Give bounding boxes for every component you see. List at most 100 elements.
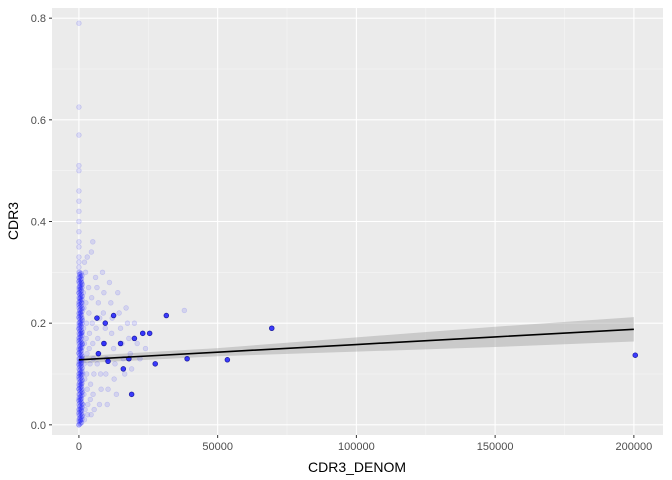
data-point — [76, 271, 83, 278]
data-point — [84, 254, 90, 260]
data-point — [78, 348, 85, 354]
data-point — [77, 352, 83, 358]
data-point — [86, 310, 92, 316]
data-point — [76, 279, 82, 286]
data-point — [77, 286, 84, 292]
data-point — [77, 295, 84, 301]
data-point — [81, 340, 88, 347]
data-point — [78, 396, 85, 402]
data-point — [76, 162, 82, 169]
data-point — [76, 325, 82, 331]
data-point — [91, 406, 97, 413]
data-point — [79, 317, 85, 323]
data-point — [80, 289, 87, 296]
data-point — [85, 284, 92, 291]
data-point — [81, 259, 88, 265]
highlight-point — [163, 312, 170, 319]
data-point — [77, 345, 84, 352]
data-point — [78, 318, 84, 325]
data-point — [76, 244, 82, 250]
data-point — [81, 361, 87, 367]
data-point — [76, 371, 82, 377]
data-point — [78, 378, 84, 384]
data-point — [123, 305, 129, 311]
data-point — [91, 371, 97, 377]
data-point — [77, 409, 83, 415]
data-point — [131, 320, 138, 326]
data-point — [78, 330, 85, 337]
x-tick-label: 200000 — [616, 441, 653, 453]
data-point — [111, 376, 117, 382]
data-point — [90, 340, 96, 347]
data-point — [76, 323, 82, 329]
data-point — [76, 379, 83, 386]
data-point — [77, 292, 83, 298]
data-point — [100, 310, 107, 316]
data-point — [78, 371, 84, 377]
data-point — [76, 386, 82, 392]
data-point — [79, 353, 85, 359]
data-point — [76, 259, 82, 265]
data-point — [76, 410, 82, 416]
highlight-point — [120, 366, 127, 372]
data-point — [76, 401, 82, 408]
data-point — [78, 270, 84, 277]
data-point — [76, 370, 82, 377]
highlight-point — [117, 340, 124, 347]
data-point — [77, 373, 83, 379]
data-point — [79, 305, 85, 311]
data-point — [78, 351, 84, 357]
data-point — [76, 310, 82, 316]
data-point — [76, 167, 82, 174]
data-point — [79, 411, 86, 418]
data-point — [76, 422, 82, 428]
data-point — [77, 397, 83, 403]
data-point — [79, 377, 85, 383]
data-point — [77, 284, 83, 291]
data-point — [95, 300, 102, 306]
data-point — [76, 396, 82, 403]
data-point — [78, 408, 85, 414]
y-axis-ticks: 0.0 0.2 0.4 0.6 0.8 — [31, 13, 52, 432]
data-point — [78, 366, 84, 372]
data-point — [80, 325, 87, 331]
data-point — [76, 417, 82, 423]
data-point — [90, 239, 96, 245]
data-point — [78, 361, 84, 367]
data-point — [76, 283, 83, 290]
data-point — [89, 320, 95, 326]
highlight-point — [110, 312, 117, 319]
data-point — [77, 337, 83, 343]
data-point — [78, 288, 85, 294]
data-point — [78, 282, 84, 289]
data-point — [76, 361, 82, 367]
data-point — [76, 104, 82, 110]
data-point — [105, 386, 111, 392]
data-point — [78, 384, 85, 390]
highlight-point — [94, 315, 100, 321]
data-point — [86, 345, 92, 352]
data-point — [117, 325, 124, 331]
data-point — [76, 269, 82, 276]
data-point — [77, 376, 83, 382]
data-point — [76, 343, 83, 350]
data-point — [77, 269, 83, 276]
data-point — [85, 401, 91, 408]
highlight-point — [95, 350, 102, 357]
data-point — [76, 398, 82, 404]
data-point — [76, 198, 82, 204]
data-point — [76, 362, 82, 368]
data-point — [77, 301, 83, 307]
highlight-point — [184, 356, 190, 362]
data-point — [92, 274, 99, 281]
data-point — [127, 350, 133, 357]
data-point — [76, 330, 82, 337]
data-point — [94, 284, 100, 291]
data-point — [76, 208, 82, 215]
data-point — [76, 300, 82, 306]
data-point — [76, 340, 82, 347]
data-point — [79, 340, 86, 347]
data-point — [76, 394, 82, 401]
data-point — [79, 329, 85, 335]
